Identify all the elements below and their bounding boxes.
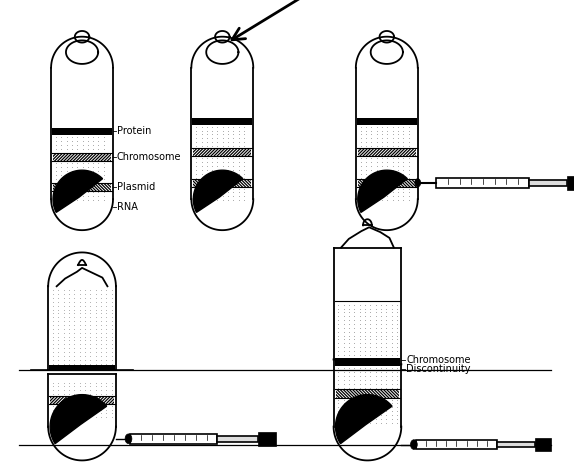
Bar [52,128,112,135]
Bar [357,179,417,187]
Text: Chromosome: Chromosome [117,152,181,162]
Polygon shape [194,170,243,212]
Bar [535,438,552,451]
Bar [529,180,567,186]
Bar [192,118,252,125]
Bar [52,153,112,161]
Bar [258,432,276,446]
Bar [52,183,112,191]
Polygon shape [358,170,408,212]
Bar [131,434,217,444]
Bar [416,440,497,449]
Ellipse shape [415,179,421,187]
Text: Plasmid: Plasmid [117,182,155,192]
Text: RNA: RNA [117,202,138,212]
Bar [567,176,583,190]
Bar [217,436,258,442]
Bar [436,178,529,188]
Bar [192,179,252,187]
Polygon shape [336,394,392,444]
Bar [335,358,401,367]
Ellipse shape [410,440,417,449]
Text: Chromosome: Chromosome [406,355,470,365]
Bar [49,365,115,371]
Bar [49,396,115,404]
Text: Discontinuity: Discontinuity [406,364,470,374]
Text: Protein: Protein [117,126,151,137]
Polygon shape [50,394,107,444]
Bar [357,118,417,125]
Polygon shape [53,170,103,212]
Ellipse shape [125,434,132,444]
Bar [357,148,417,156]
Bar [497,442,535,447]
Bar [192,148,252,156]
Bar [335,389,401,398]
